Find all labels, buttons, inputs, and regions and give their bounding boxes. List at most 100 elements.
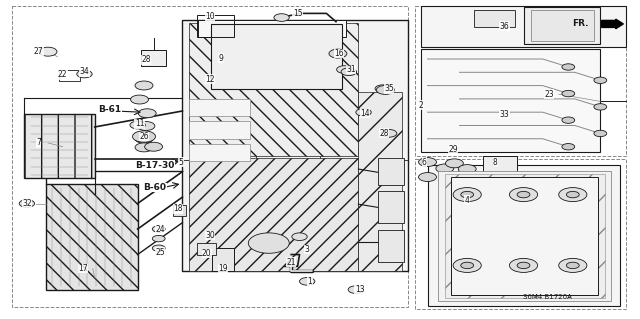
Circle shape [138,109,156,118]
Text: 29: 29 [448,145,458,154]
Circle shape [562,90,575,97]
Text: 18: 18 [173,204,182,213]
Text: 31: 31 [346,65,356,74]
Bar [59,70,80,81]
Text: 11: 11 [135,119,144,128]
Bar [189,121,250,139]
Circle shape [566,262,579,269]
Circle shape [566,191,579,198]
Bar [197,243,216,255]
Bar [451,177,598,295]
Bar [474,10,515,27]
Circle shape [509,188,538,202]
Circle shape [436,164,454,173]
Text: 12: 12 [205,75,214,84]
Bar [421,6,626,47]
Text: 16: 16 [334,49,344,58]
Bar [438,171,611,301]
Text: 13: 13 [355,285,365,294]
Circle shape [594,77,607,84]
Text: 1: 1 [307,277,312,286]
Text: B-60: B-60 [143,183,166,192]
Bar [378,230,404,262]
Circle shape [337,66,352,73]
Bar [415,159,626,309]
Circle shape [77,70,92,78]
Circle shape [445,159,463,168]
Circle shape [39,47,57,56]
Circle shape [152,226,165,232]
Circle shape [562,117,575,123]
Bar [358,92,402,271]
Bar [197,15,234,37]
Circle shape [594,130,607,137]
Circle shape [135,134,153,143]
Text: 15: 15 [292,9,303,18]
Text: 19: 19 [218,264,228,273]
Circle shape [145,142,163,151]
Text: S6M4 B1720A: S6M4 B1720A [523,294,572,300]
Circle shape [517,262,530,269]
Circle shape [137,122,155,130]
Text: 22: 22 [58,70,67,79]
Bar [421,49,600,152]
Circle shape [419,158,436,167]
Circle shape [131,95,148,104]
Circle shape [453,258,481,272]
Text: 2: 2 [419,101,424,110]
Circle shape [453,188,481,202]
Text: 20: 20 [202,249,212,258]
Circle shape [356,108,371,116]
Text: 25: 25 [155,248,165,256]
Circle shape [132,131,156,142]
Text: 28: 28 [380,129,388,138]
Circle shape [559,188,587,202]
Circle shape [375,85,390,93]
Text: B-61: B-61 [99,105,122,114]
Circle shape [562,144,575,150]
Bar [182,20,408,271]
Circle shape [419,173,436,182]
Text: 4: 4 [465,196,470,205]
Text: 26: 26 [139,132,149,141]
Text: 8: 8 [493,158,498,167]
Text: 27: 27 [33,47,44,56]
Circle shape [458,165,476,174]
Circle shape [461,191,474,198]
Bar [173,205,186,216]
Text: 21: 21 [287,258,296,267]
Circle shape [461,262,474,269]
Text: 35: 35 [384,84,394,93]
Bar [445,174,605,298]
Text: 32: 32 [22,199,32,208]
Circle shape [135,143,153,152]
Bar [46,184,138,290]
Bar [378,158,404,185]
Circle shape [517,191,530,198]
Circle shape [376,85,394,94]
Circle shape [152,235,165,242]
Circle shape [348,286,364,293]
Circle shape [594,104,607,110]
Circle shape [300,278,315,285]
Circle shape [341,68,356,76]
Bar [211,24,342,89]
Circle shape [509,258,538,272]
Text: 30: 30 [205,231,215,240]
Circle shape [559,258,587,272]
Text: 28: 28 [141,56,150,64]
Bar [189,23,358,156]
Bar [189,158,358,271]
Text: FR.: FR. [572,19,589,28]
Bar [12,6,408,307]
Text: 7: 7 [36,138,41,147]
Bar [141,50,166,66]
Bar [531,10,594,41]
Text: 5: 5 [179,158,184,167]
Circle shape [562,64,575,70]
Circle shape [274,14,289,21]
Bar [212,248,234,271]
Circle shape [329,49,347,58]
Text: B-17-30: B-17-30 [135,161,175,170]
Bar [483,156,517,175]
